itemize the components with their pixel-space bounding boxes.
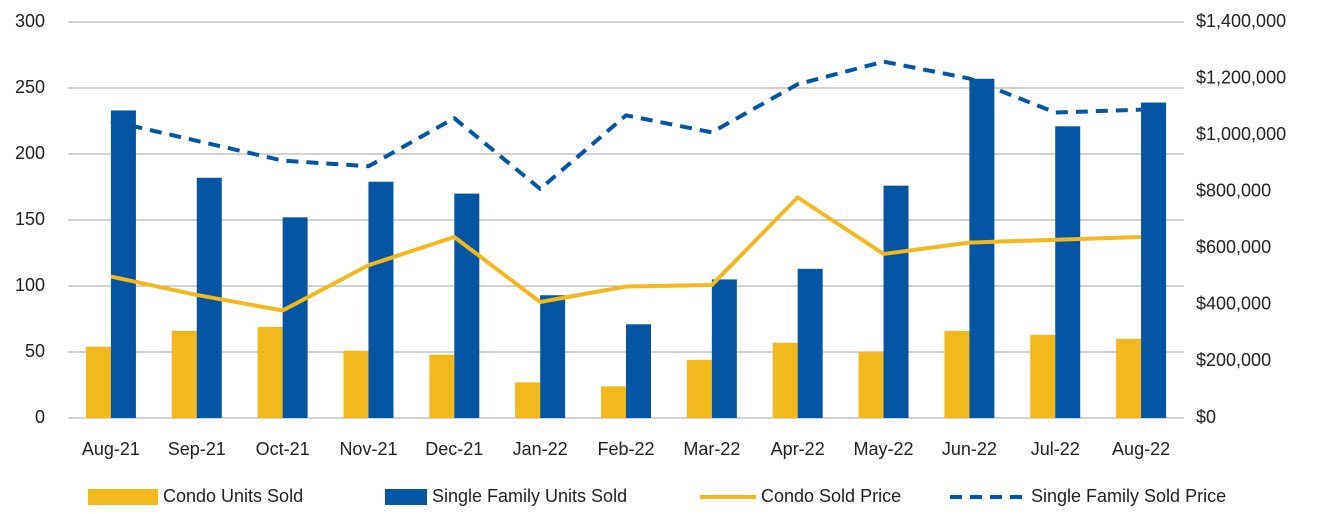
bar (601, 386, 626, 418)
y2-tick-label: $200,000 (1196, 350, 1271, 370)
bar (85, 346, 111, 418)
legend-swatch (88, 489, 158, 505)
bar (429, 354, 455, 418)
y2-tick-label: $1,200,000 (1196, 67, 1286, 87)
x-tick-label: Sep-21 (168, 439, 226, 459)
y-tick-label: 0 (35, 407, 45, 427)
legend-label: Single Family Units Sold (432, 486, 627, 506)
x-tick-label: Aug-21 (82, 439, 140, 459)
y2-tick-label: $800,000 (1196, 180, 1271, 200)
bar (282, 217, 308, 418)
line-series (110, 195, 1142, 313)
x-tick-label: May-22 (854, 439, 914, 459)
bar (1055, 126, 1081, 418)
y-tick-label: 100 (15, 275, 45, 295)
y-tick-label: 300 (15, 11, 45, 31)
legend-label: Condo Units Sold (163, 486, 303, 506)
x-tick-label: Aug-22 (1112, 439, 1170, 459)
bar (626, 324, 651, 418)
legend-label: Condo Sold Price (761, 486, 901, 506)
x-tick-label: Mar-22 (683, 439, 740, 459)
bar (171, 330, 197, 418)
bar (257, 326, 283, 418)
legend-label: Single Family Sold Price (1031, 486, 1226, 506)
y2-tick-label: $0 (1196, 407, 1216, 427)
bar (686, 359, 712, 418)
bar (515, 382, 541, 418)
bar (540, 295, 566, 418)
bar (772, 342, 798, 418)
y-tick-label: 250 (15, 77, 45, 97)
x-tick-label: Jun-22 (942, 439, 997, 459)
bar (944, 330, 970, 418)
bar (969, 78, 995, 418)
x-tick-label: Apr-22 (771, 439, 825, 459)
x-tick-label: Oct-21 (256, 439, 310, 459)
bar (368, 181, 394, 418)
x-tick-label: Nov-21 (339, 439, 397, 459)
x-tick-label: Jul-22 (1031, 439, 1080, 459)
x-tick-label: Feb-22 (597, 439, 654, 459)
bar (1141, 102, 1167, 419)
y2-tick-label: $400,000 (1196, 294, 1271, 314)
bar (343, 350, 369, 418)
x-tick-label: Jan-22 (513, 439, 568, 459)
bar (1116, 338, 1142, 418)
y2-tick-label: $1,000,000 (1196, 124, 1286, 144)
y-tick-label: 150 (15, 209, 45, 229)
bar (711, 279, 737, 418)
x-tick-label: Dec-21 (425, 439, 483, 459)
bar (883, 185, 909, 418)
bar (858, 352, 884, 418)
y-tick-label: 50 (25, 341, 45, 361)
y-tick-label: 200 (15, 143, 45, 163)
y2-tick-label: $1,400,000 (1196, 11, 1286, 31)
bar (797, 268, 823, 418)
line-series (110, 59, 1142, 191)
bar (110, 110, 136, 418)
bar (1030, 334, 1056, 418)
legend-swatch (385, 489, 427, 505)
y2-tick-label: $600,000 (1196, 237, 1271, 257)
bar (454, 193, 480, 418)
